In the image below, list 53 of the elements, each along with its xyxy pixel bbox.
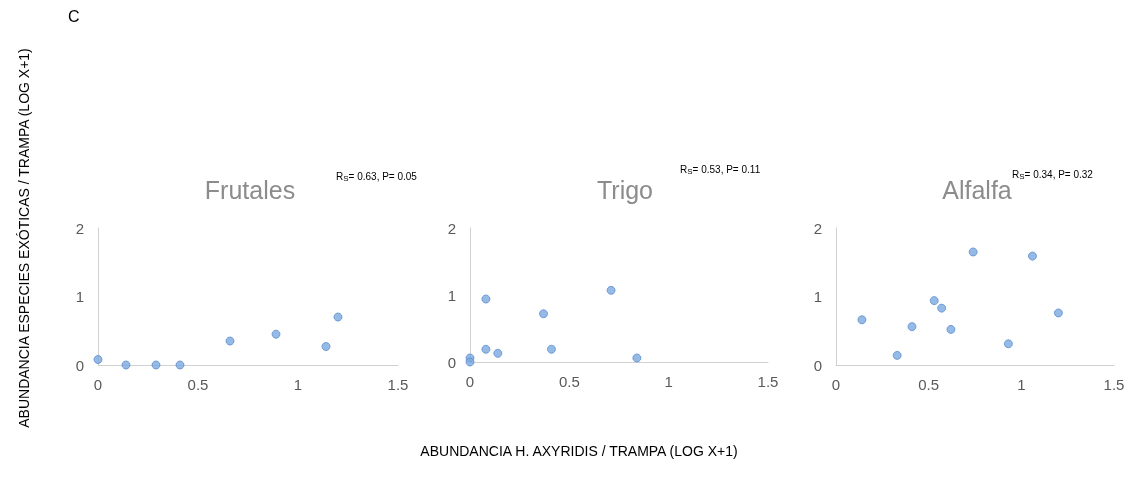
point	[481, 344, 491, 354]
x-tick-label: 0.5	[558, 373, 580, 390]
x-tick-label: 1	[1017, 376, 1026, 393]
chart-title: Trigo	[596, 175, 654, 204]
point	[929, 296, 939, 306]
point	[1053, 308, 1063, 318]
y-tick-label: 2	[447, 219, 456, 237]
point	[539, 309, 549, 319]
x-tick-label: 0.5	[918, 376, 940, 393]
point	[606, 285, 616, 295]
chart-title: Alfalfa	[942, 175, 1012, 204]
point	[151, 360, 161, 370]
point	[1027, 251, 1037, 261]
y-tick-label: 0	[447, 353, 456, 371]
x-tick-label: 1	[293, 376, 303, 393]
point	[321, 342, 331, 351]
x-tick-label: 0	[465, 373, 475, 390]
point	[968, 247, 978, 257]
point	[93, 355, 103, 365]
x-tick-label: 0	[93, 376, 103, 393]
point	[271, 329, 281, 339]
chart-title: Frutales	[204, 175, 296, 204]
point	[892, 350, 902, 360]
text: C	[68, 7, 80, 25]
point	[1003, 339, 1013, 349]
y-tick-label: 0	[813, 356, 822, 374]
point	[481, 294, 491, 304]
point	[632, 353, 642, 363]
y-tick-label: 1	[75, 288, 84, 305]
point	[857, 315, 867, 325]
point	[175, 360, 185, 370]
point	[937, 303, 947, 313]
point	[493, 348, 503, 358]
y-tick-label: 2	[75, 219, 84, 237]
x-tick-label: 1.5	[387, 376, 409, 393]
x-tick-label: 0	[831, 376, 841, 393]
point	[946, 324, 956, 334]
point	[121, 360, 131, 370]
y-tick-label: 0	[75, 356, 84, 374]
point	[465, 357, 475, 367]
y-tick-label: 1	[447, 286, 456, 304]
y-tick-label: 1	[813, 288, 822, 305]
y-tick-label: 2	[813, 219, 822, 237]
point	[907, 322, 917, 332]
x-tick-label: 1.5	[1103, 376, 1125, 393]
point	[333, 312, 343, 322]
y-axis-title: ABUNDANCIA ESPECIES EXÓTICAS / TRAMPA (LOG X+1)	[16, 48, 32, 428]
x-tick-label: 1.5	[757, 373, 779, 390]
x-tick-label: 0.5	[187, 376, 209, 393]
point	[546, 344, 556, 354]
x-axis-title: ABUNDANCIA H. AXYRIDIS / TRAMPA (LOG X+1)	[420, 443, 738, 459]
point	[225, 336, 235, 346]
x-tick-label: 1	[664, 373, 673, 390]
